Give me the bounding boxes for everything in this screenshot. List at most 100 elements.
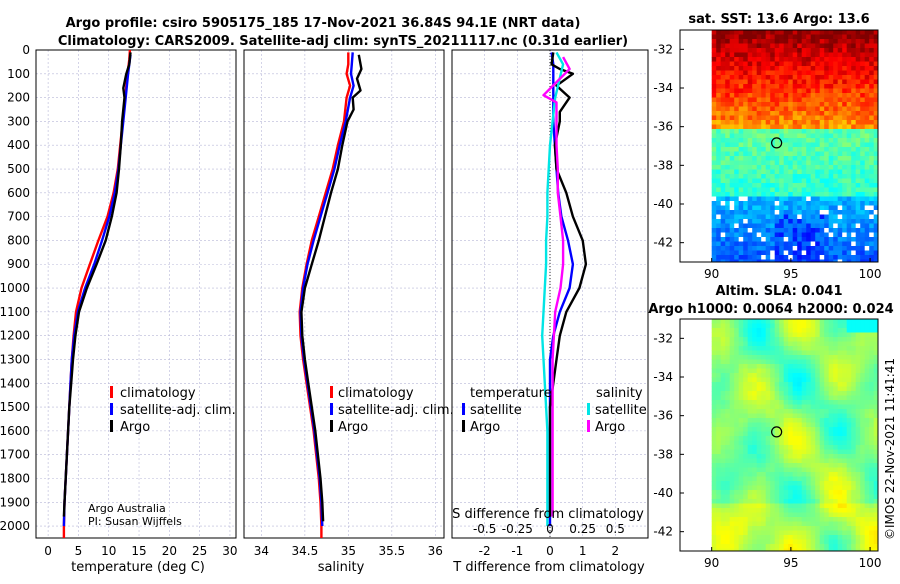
sla-map-cell [792, 404, 798, 410]
sst-map-cell [752, 228, 757, 233]
sla-map-cell [824, 409, 829, 414]
sla-map-cell [824, 526, 829, 531]
sla-map-cell [725, 382, 730, 387]
legend-swatch-s-satellite [587, 403, 590, 415]
sst-map-cell [761, 88, 766, 94]
sla-map-cell [747, 323, 753, 329]
sst-map-cell [783, 115, 789, 121]
sst-map-cell [873, 232, 878, 238]
sst-map-cell [810, 214, 816, 220]
sst-map-cell [851, 129, 856, 134]
sst-map-cell [725, 39, 730, 44]
sst-map-cell [864, 160, 870, 166]
sst-map-cell [846, 43, 852, 49]
sla-map-cell [747, 490, 753, 495]
sst-map-cell [860, 165, 865, 170]
sst-map-cell [864, 84, 870, 89]
sla-map-cell [873, 427, 878, 432]
sla-map-cell [846, 364, 852, 369]
sla-map-cell [801, 530, 807, 536]
sst-map-cell [837, 201, 843, 206]
sla-map-cell [810, 530, 816, 536]
sla-map-cell [864, 490, 870, 495]
sst-map-cell [792, 30, 798, 35]
sla-map-cell [851, 413, 856, 419]
sla-map-cell [828, 382, 834, 387]
sst-map-cell [729, 39, 735, 44]
sst-map-cell [729, 43, 735, 49]
sst-map-cell [711, 43, 717, 49]
sla-map-cell [734, 328, 739, 333]
sst-map-cell [725, 70, 730, 76]
sla-map-cell [756, 413, 762, 419]
sst-map-cell [851, 48, 856, 53]
sst-map-cell [797, 147, 802, 152]
sst-map-cell [774, 259, 780, 262]
sla-map-cell [873, 530, 878, 536]
sla-map-cell [725, 548, 730, 551]
sla-map-cell [815, 445, 820, 450]
sst-map-cell [774, 43, 780, 49]
sst-map-cell [756, 106, 762, 112]
sla-map-cell [801, 485, 807, 491]
sst-map-cell [716, 48, 721, 53]
sst-map-cell [842, 246, 847, 251]
sla-map-cell [855, 440, 861, 446]
sla-map-cell [729, 481, 735, 486]
sla-map-cell [846, 427, 852, 432]
sla-map-cell [711, 332, 717, 338]
sst-map-cell [828, 169, 834, 175]
sla-map-cell [783, 449, 789, 455]
sst-map-cell [842, 102, 847, 107]
sla-map-cell [855, 364, 861, 369]
sla-map-cell [770, 499, 775, 504]
sst-map-cell [815, 223, 820, 229]
sst-map-cell [810, 246, 816, 251]
sla-map-cell [846, 476, 852, 482]
sla-map-cell [855, 503, 861, 509]
sst-map-cell [770, 84, 775, 89]
sla-map-cell [855, 454, 861, 459]
sst-map-cell [806, 147, 811, 152]
sla-map-cell [743, 377, 748, 383]
sla-map-cell [833, 481, 838, 486]
sla-map-cell [729, 359, 735, 365]
sst-map-cell [774, 79, 780, 85]
sla-map-cell [783, 359, 789, 365]
sst-map-cell [743, 48, 748, 53]
sla-map-cell [761, 445, 766, 450]
sst-map-cell [815, 228, 820, 233]
sst-map-cell [792, 120, 798, 125]
sla-map-cell [797, 346, 802, 351]
sst-map-cell [747, 70, 753, 76]
sla-map-cell [765, 350, 771, 356]
sst-map-cell [833, 124, 838, 130]
sst-map-cell [765, 115, 771, 121]
sst-map-cell [815, 169, 820, 175]
sst-map-cell [855, 52, 861, 58]
sst-map-cell [738, 165, 744, 170]
sla-map-cell [770, 539, 775, 545]
sla-map-cell [851, 521, 856, 527]
salinity-x-tick-label: 35.5 [378, 544, 405, 558]
sla-map-cell [743, 319, 748, 324]
sla-map-cell [743, 445, 748, 450]
sst-map-cell [828, 79, 834, 85]
sla-map-cell [725, 337, 730, 342]
sla-map-cell [828, 373, 834, 378]
sla-map-cell [765, 368, 771, 374]
sst-map-cell [869, 79, 874, 85]
sla-map-cell [851, 472, 856, 477]
sla-map-cell [729, 386, 735, 392]
sst-map-cell [864, 111, 870, 116]
sla-map-cell [846, 341, 852, 347]
sst-map-cell [765, 250, 771, 256]
sst-map-cell [801, 70, 807, 76]
sla-map-cell [779, 413, 784, 419]
depth-tick-label: 1400 [0, 376, 30, 390]
sla-map-cell [756, 422, 762, 428]
sla-map-cell [855, 436, 861, 441]
sst-map-cell [842, 97, 847, 103]
sst-map-cell [869, 160, 874, 166]
sla-map-cell [779, 503, 784, 509]
